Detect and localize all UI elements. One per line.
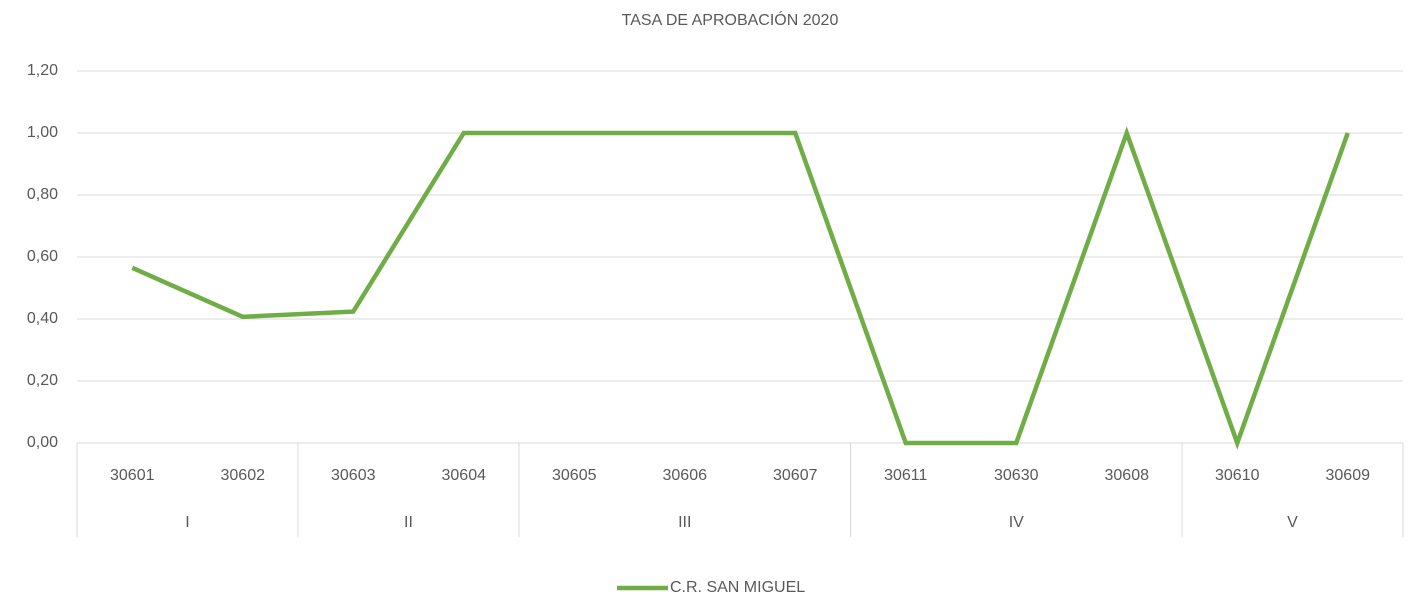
group-label: I [185,514,189,531]
x-tick-label: 30608 [1105,467,1150,484]
group-label: II [404,514,413,531]
x-tick-label: 30604 [442,467,487,484]
y-tick-label: 0,60 [27,248,58,265]
data-line [131,126,1350,450]
group-label: III [678,514,691,531]
x-tick-label: 30630 [994,467,1039,484]
x-tick-label: 30602 [221,467,266,484]
chart-title: TASA DE APROBACIÓN 2020 [622,10,839,29]
legend-label: C.R. SAN MIGUEL [670,579,805,596]
x-tick-label: 30607 [773,467,818,484]
y-tick-label: 0,20 [27,372,58,389]
group-label: V [1287,514,1298,531]
x-tick-label: 30601 [110,467,155,484]
x-tick-label: 30606 [663,467,708,484]
y-tick-label: 0,00 [27,434,58,451]
group-label: IV [1009,514,1024,531]
y-tick-label: 1,20 [27,62,58,79]
x-tick-label: 30609 [1326,467,1371,484]
y-tick-label: 0,40 [27,310,58,327]
x-tick-label: 30605 [552,467,597,484]
x-tick-label: 30611 [884,467,927,484]
y-tick-label: 1,00 [27,124,58,141]
x-tick-label: 30610 [1215,467,1260,484]
y-tick-label: 0,80 [27,186,58,203]
x-tick-label: 30603 [331,467,376,484]
